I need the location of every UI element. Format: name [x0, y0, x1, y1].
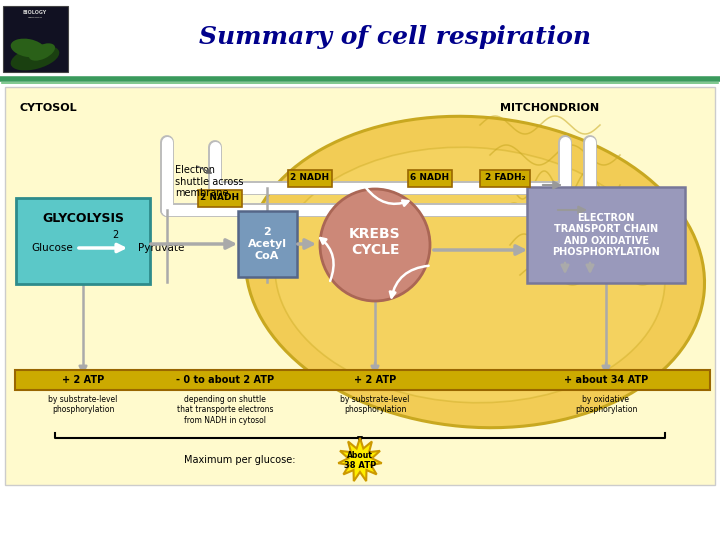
Text: 2 NADH: 2 NADH — [290, 173, 330, 183]
Text: BIOLOGY: BIOLOGY — [23, 10, 47, 15]
FancyBboxPatch shape — [480, 170, 530, 186]
FancyBboxPatch shape — [238, 211, 297, 277]
Ellipse shape — [11, 45, 59, 70]
Text: Maximum per glucose:: Maximum per glucose: — [184, 455, 295, 465]
FancyBboxPatch shape — [3, 6, 68, 72]
Ellipse shape — [11, 39, 45, 57]
FancyBboxPatch shape — [15, 370, 710, 390]
Ellipse shape — [275, 147, 665, 403]
Text: 2 FADH₂: 2 FADH₂ — [485, 173, 526, 183]
Ellipse shape — [29, 43, 55, 60]
FancyBboxPatch shape — [198, 190, 242, 206]
FancyBboxPatch shape — [16, 198, 150, 284]
Text: + about 34 ATP: + about 34 ATP — [564, 375, 648, 385]
Ellipse shape — [246, 116, 705, 428]
Text: Pyruvate: Pyruvate — [138, 243, 184, 253]
Text: by substrate-level
phosphorylation: by substrate-level phosphorylation — [341, 395, 410, 414]
Polygon shape — [338, 438, 382, 481]
Text: 2
Acetyl
CoA: 2 Acetyl CoA — [248, 227, 287, 261]
Text: Glucose: Glucose — [31, 243, 73, 253]
Text: 38 ATP: 38 ATP — [344, 461, 376, 469]
Text: by oxidative
phosphorylation: by oxidative phosphorylation — [575, 395, 637, 414]
Text: by substrate-level
phosphorylation: by substrate-level phosphorylation — [48, 395, 117, 414]
Text: MITCHONDRION: MITCHONDRION — [500, 103, 599, 113]
Text: CYTOSOL: CYTOSOL — [20, 103, 78, 113]
FancyBboxPatch shape — [527, 187, 685, 283]
Text: 6 NADH: 6 NADH — [410, 173, 449, 183]
Text: + 2 ATP: + 2 ATP — [354, 375, 396, 385]
FancyBboxPatch shape — [408, 170, 452, 186]
Text: Electron
shuttle across
membrane: Electron shuttle across membrane — [175, 165, 243, 198]
Text: 2: 2 — [112, 230, 118, 240]
Text: ──────: ────── — [27, 16, 42, 20]
Text: GLYCOLYSIS: GLYCOLYSIS — [42, 212, 124, 225]
Text: + 2 ATP: + 2 ATP — [62, 375, 104, 385]
Text: KREBS
CYCLE: KREBS CYCLE — [349, 227, 401, 257]
Text: About: About — [347, 451, 373, 461]
Text: - 0 to about 2 ATP: - 0 to about 2 ATP — [176, 375, 274, 385]
FancyBboxPatch shape — [5, 87, 715, 485]
Text: ELECTRON
TRANSPORT CHAIN
AND OXIDATIVE
PHOSPHORYLATION: ELECTRON TRANSPORT CHAIN AND OXIDATIVE P… — [552, 213, 660, 258]
Text: 2 NADH: 2 NADH — [200, 193, 240, 202]
Text: depending on shuttle
that transporte electrons
from NADH in cytosol: depending on shuttle that transporte ele… — [176, 395, 274, 425]
Text: Summary of cell respiration: Summary of cell respiration — [199, 25, 591, 49]
Ellipse shape — [320, 189, 430, 301]
FancyBboxPatch shape — [288, 170, 332, 186]
